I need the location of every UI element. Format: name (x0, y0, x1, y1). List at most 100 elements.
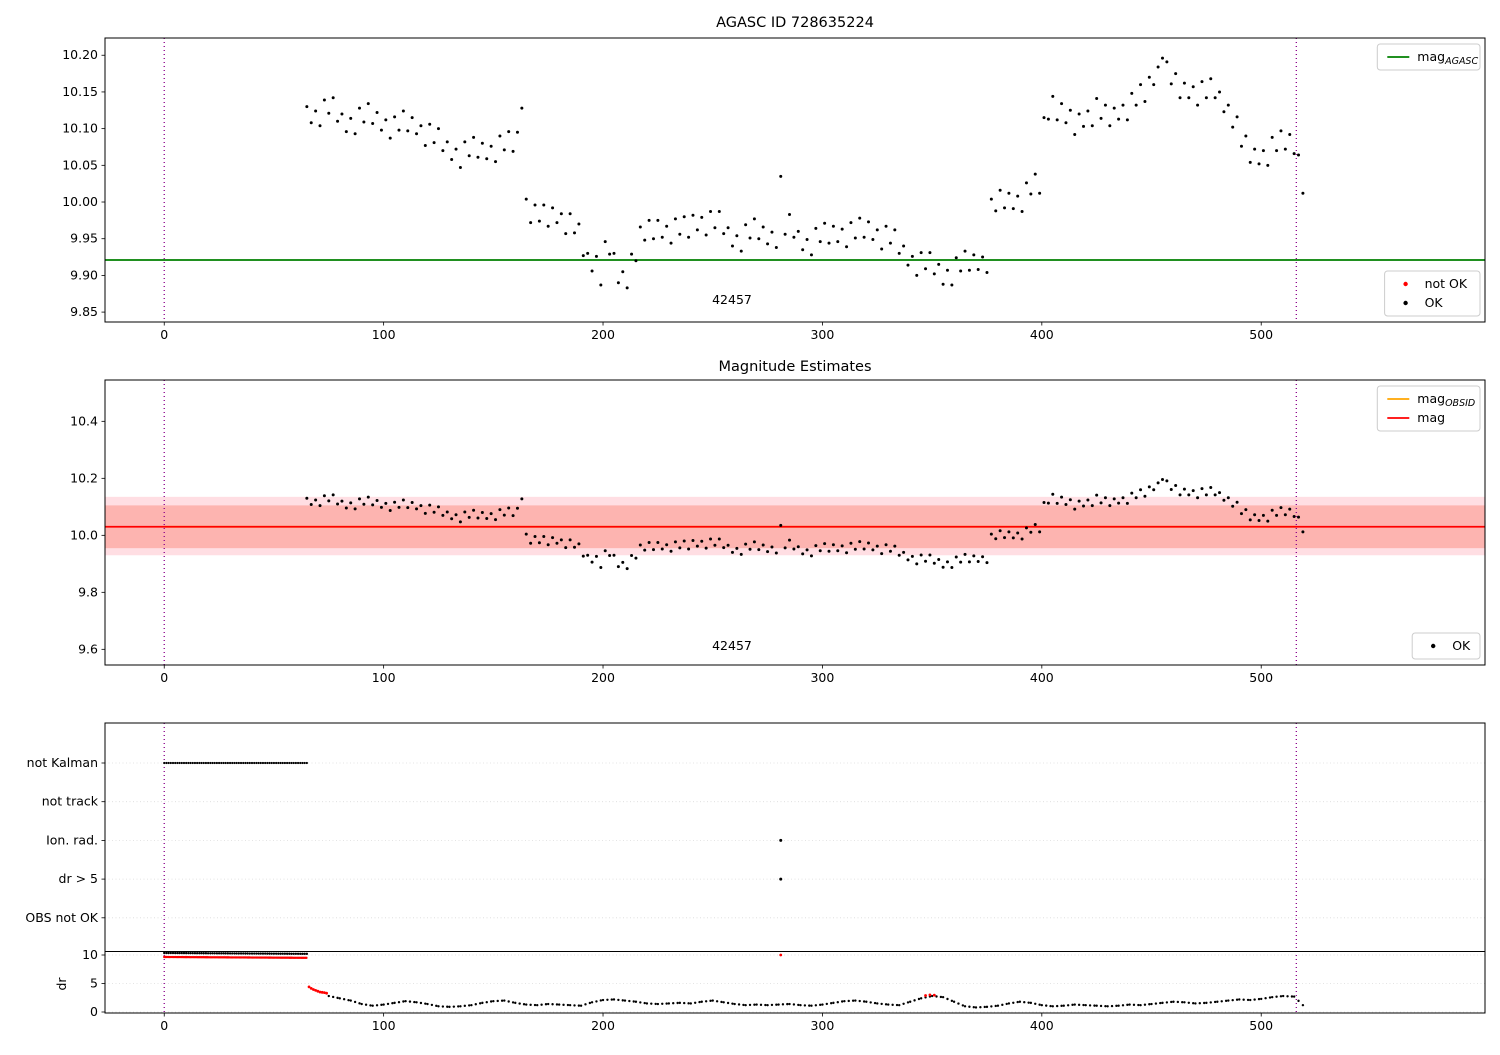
data-point (322, 98, 326, 102)
data-point (344, 506, 348, 510)
data-point (709, 537, 713, 541)
data-point (423, 511, 427, 515)
data-point (643, 238, 647, 242)
data-point (309, 121, 313, 125)
data-point (884, 1003, 888, 1006)
data-point (1218, 90, 1222, 94)
data-point (1249, 998, 1252, 1002)
data-point (1244, 508, 1248, 512)
data-point (830, 1002, 833, 1005)
data-point (489, 512, 493, 516)
data-point (1279, 506, 1283, 510)
data-point (546, 543, 550, 547)
data-point (698, 1000, 701, 1004)
data-point (1194, 1002, 1197, 1005)
data-point (525, 1003, 528, 1006)
data-point (371, 121, 375, 125)
data-point (928, 993, 932, 997)
data-point (299, 761, 302, 765)
data-point (687, 1002, 690, 1005)
data-point (1130, 491, 1134, 495)
data-point (711, 999, 714, 1002)
data-point (963, 1005, 967, 1008)
data-point (1066, 1004, 1070, 1007)
x-tick-label: 300 (810, 1018, 834, 1033)
data-point (630, 554, 634, 558)
data-point (1024, 181, 1028, 185)
data-point (985, 270, 989, 274)
data-point (357, 106, 361, 110)
data-point (722, 1001, 725, 1004)
data-point (514, 1001, 517, 1005)
data-point (1045, 1004, 1048, 1007)
x-tick-label: 400 (1030, 1018, 1054, 1033)
data-point (415, 132, 419, 136)
data-point (786, 1002, 789, 1006)
data-point (845, 245, 849, 249)
data-point (908, 1000, 912, 1003)
data-point (445, 140, 449, 144)
data-point (283, 761, 287, 765)
data-point (357, 497, 361, 501)
data-point (441, 513, 445, 517)
data-point (364, 1003, 368, 1006)
axes-frame (104, 379, 1486, 666)
data-point (1213, 493, 1217, 497)
data-point (919, 553, 923, 557)
data-point (976, 560, 980, 564)
data-point (191, 761, 194, 765)
data-point (952, 1000, 956, 1003)
data-point (673, 540, 677, 544)
data-point (1060, 102, 1064, 106)
data-point (1226, 496, 1230, 500)
data-point (586, 251, 590, 255)
data-point (185, 761, 188, 765)
data-point (340, 499, 344, 503)
y-tick-label: 10.10 (62, 121, 98, 136)
data-point (599, 566, 603, 570)
data-point (415, 1001, 418, 1004)
data-point (441, 1005, 445, 1008)
data-point (1143, 99, 1147, 103)
data-point (285, 761, 289, 765)
data-point (967, 268, 971, 272)
data-point (625, 286, 629, 290)
data-point (503, 999, 506, 1002)
data-point (515, 130, 519, 134)
data-point (766, 1003, 769, 1007)
data-point (264, 761, 267, 765)
middle-chart: 0 100 200 300 400 500 9.6 9.8 10.0 10.2 10.4 magOBS… (70, 379, 1486, 685)
data-point (823, 221, 827, 225)
data-point (196, 761, 199, 765)
data-point (393, 115, 397, 119)
data-point (180, 761, 183, 765)
data-point (408, 1000, 412, 1003)
data-point (1108, 504, 1112, 508)
data-point (331, 995, 335, 999)
data-point (608, 554, 612, 558)
data-point (397, 505, 401, 509)
data-point (209, 952, 212, 955)
data-point (1055, 501, 1059, 505)
data-point (305, 761, 308, 765)
data-point (413, 1000, 416, 1004)
data-point (520, 497, 524, 501)
data-point (801, 248, 805, 252)
data-point (667, 1002, 671, 1005)
data-point (507, 130, 511, 134)
data-point (235, 761, 238, 765)
data-point (678, 1001, 682, 1005)
data-point (492, 999, 495, 1003)
data-point (1011, 536, 1015, 540)
y-tick-label: 10.15 (62, 84, 98, 99)
data-point (941, 565, 945, 569)
data-point (805, 548, 809, 552)
data-point (902, 550, 906, 554)
data-point (502, 513, 506, 517)
dr-curve (327, 994, 1305, 1009)
data-point (568, 1003, 572, 1007)
data-point (1064, 121, 1068, 125)
dr-tick-label: 0 (90, 1004, 98, 1019)
data-point (1095, 493, 1099, 497)
